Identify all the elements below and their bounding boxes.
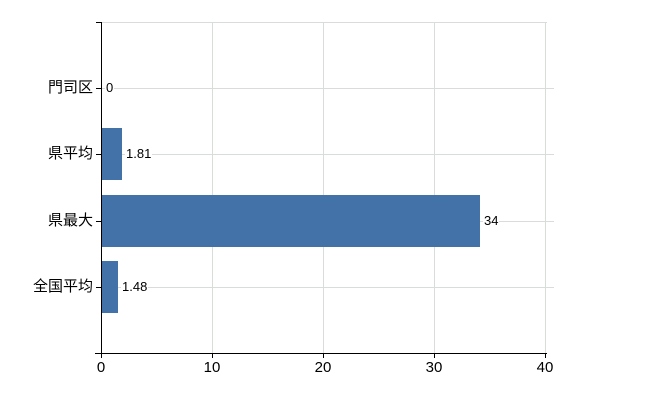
x-gridline	[212, 22, 213, 353]
category-gridline	[101, 88, 554, 89]
bar-4	[102, 261, 118, 313]
category-label: 門司区	[47, 79, 93, 96]
x-axis-tick-label: 0	[96, 359, 106, 376]
category-label: 県平均	[47, 145, 93, 162]
y-axis-top-tick	[95, 22, 102, 23]
x-gridline	[545, 22, 546, 353]
x-gridline	[434, 22, 435, 353]
x-axis-tick-label: 10	[203, 359, 221, 376]
x-axis-tick	[323, 353, 324, 358]
x-axis-tick	[545, 353, 546, 358]
y-axis-category-tick	[95, 221, 102, 222]
y-axis-category-tick	[95, 287, 102, 288]
category-label: 県最大	[47, 212, 93, 229]
bar-2	[102, 128, 122, 180]
y-axis-line	[101, 22, 102, 353]
x-axis-tick	[434, 353, 435, 358]
x-axis-line	[95, 353, 547, 354]
y-axis-category-tick	[95, 88, 102, 89]
bar-value-label: 0	[105, 80, 115, 95]
bar-value-label: 1.81	[125, 146, 153, 161]
x-axis-tick	[101, 353, 102, 358]
x-axis-tick-label: 30	[425, 359, 443, 376]
category-gridline	[101, 154, 554, 155]
x-axis-tick-label: 20	[314, 359, 332, 376]
bar-value-label: 1.48	[121, 279, 149, 294]
x-axis-tick-label: 40	[536, 359, 554, 376]
x-gridline	[323, 22, 324, 353]
y-axis-category-tick	[95, 154, 102, 155]
x-axis-tick	[212, 353, 213, 358]
bar-value-label: 34	[483, 213, 500, 228]
plot-top-gridline	[101, 22, 547, 23]
category-label: 全国平均	[32, 278, 93, 295]
category-gridline	[101, 287, 554, 288]
bar-3	[102, 195, 480, 247]
